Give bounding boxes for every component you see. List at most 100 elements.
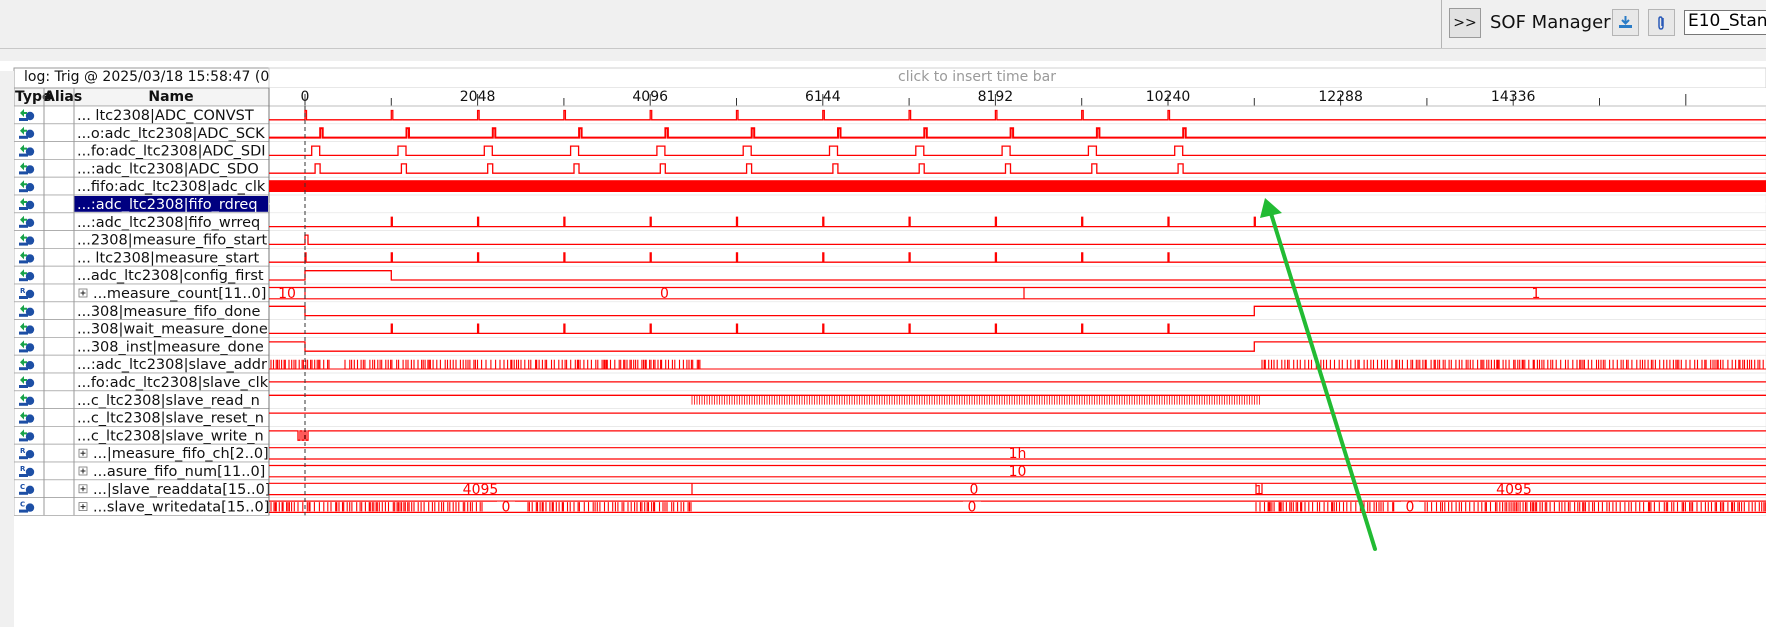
type-column-header[interactable]: Type	[15, 89, 52, 105]
signal-name: ...308_inst|measure_done	[77, 339, 264, 355]
signal-row[interactable]: ...308|wait_measure_done	[13, 319, 1766, 338]
bus-value-label: 1h	[1009, 446, 1027, 462]
svg-text:R: R	[20, 465, 26, 473]
measure-fifo-done-wave	[269, 305, 1766, 317]
time-tick-label: 10240	[1146, 89, 1191, 105]
pane-splitter[interactable]	[0, 49, 1766, 61]
time-tick-label: 12288	[1318, 89, 1363, 105]
expand-toggle-icon[interactable]	[78, 502, 88, 512]
insert-time-bar-hint[interactable]: click to insert time bar	[898, 69, 1056, 85]
signal-name: ...measure_count[11..0]	[93, 286, 266, 302]
time-ruler[interactable]	[269, 88, 1766, 106]
input-pin-icon	[19, 109, 35, 121]
name-column-header[interactable]: Name	[148, 89, 193, 105]
signal-name: ...fifo:adc_ltc2308|adc_clk	[77, 179, 266, 195]
signal-row[interactable]: ...308_inst|measure_done	[13, 336, 1766, 356]
alias-column-header[interactable]: Alias	[44, 89, 82, 105]
input-pin-icon	[19, 340, 35, 353]
bus-value-label: 0	[502, 500, 511, 516]
signal-wave-cell	[268, 212, 1766, 231]
input-pin-icon	[19, 126, 35, 139]
time-tick-label: 14336	[1491, 89, 1536, 105]
signal-name: ...asure_fifo_num[11..0]	[93, 464, 265, 480]
signal-row[interactable]: ... ltc2308|ADC_CONVST	[13, 105, 1766, 125]
signal-wave-cell	[268, 265, 1766, 285]
signal-wave-cell	[268, 141, 1766, 160]
expand-toggle-icon[interactable]	[78, 448, 88, 458]
bus-label-backdrop	[1401, 501, 1419, 512]
measure-start-wave	[269, 252, 1766, 263]
signal-wave-cell	[268, 230, 1766, 249]
expand-toggle-icon[interactable]	[78, 288, 88, 298]
top-toolbar: >> SOF Manager: E10_Stand	[0, 0, 1766, 49]
selected-row-highlight	[74, 196, 268, 212]
time-tick-label: 8192	[978, 89, 1014, 105]
signal-row[interactable]: ...:adc_ltc2308|ADC_SDO	[13, 159, 1766, 178]
signal-row[interactable]: ...:adc_ltc2308|fifo_rdreq	[13, 194, 1766, 214]
slave-read-n-burst	[691, 395, 1260, 405]
bus-value-label: 1	[1255, 483, 1263, 497]
signal-name: ...c_ltc2308|slave_read_n	[77, 393, 260, 409]
signal-row[interactable]: ...:adc_ltc2308|fifo_wrreq	[13, 212, 1766, 232]
signal-row[interactable]: ...c_ltc2308|slave_read_n	[13, 390, 1766, 409]
time-tick-label: 6144	[805, 89, 841, 105]
adc-sdi-wave	[269, 145, 1766, 157]
svg-text:R: R	[20, 287, 26, 295]
input-pin-icon	[19, 144, 35, 157]
bus-label-backdrop	[497, 501, 515, 512]
expand-toggle-icon[interactable]	[78, 466, 88, 476]
signal-name: ...slave_writedata[15..0]	[93, 500, 269, 516]
sof-device-field[interactable]: E10_Stand	[1684, 10, 1766, 35]
signal-wave-cell	[268, 390, 1766, 409]
input-pin-icon	[19, 215, 35, 228]
signal-name: ...:adc_ltc2308|ADC_SDO	[77, 161, 259, 177]
signal-wave-cell	[268, 105, 1766, 125]
bus-value-label: 4095	[1496, 482, 1532, 498]
input-pin-icon	[19, 162, 35, 175]
slave-writedata-burst	[1255, 502, 1395, 512]
signal-row[interactable]: ... ltc2308|measure_start	[13, 247, 1766, 267]
input-pin-icon	[19, 304, 35, 317]
input-pin-icon	[19, 393, 35, 406]
measure-done-wave	[269, 341, 1766, 352]
signal-row[interactable]: ...c_ltc2308|slave_write_n	[13, 425, 1766, 445]
bus-value-label: 0	[1406, 500, 1415, 516]
signal-row[interactable]: ...fo:adc_ltc2308|ADC_SDI	[13, 141, 1766, 160]
program-device-icon[interactable]	[1612, 9, 1639, 36]
input-pin-icon	[19, 198, 35, 210]
signal-wave-cell	[268, 319, 1766, 338]
measure-fifo-start-wave	[269, 234, 1766, 246]
attach-file-icon[interactable]	[1648, 9, 1675, 36]
signal-row[interactable]: ...adc_ltc2308|config_first	[13, 265, 1766, 285]
signal-name: ... ltc2308|ADC_CONVST	[77, 108, 254, 124]
waveform-view[interactable]: log: Trig @ 2025/03/18 15:58:47 (0:0 clic…	[0, 61, 1766, 627]
adc-sck-wave	[269, 127, 1766, 139]
annotation-arrow	[1267, 205, 1377, 551]
bus-value-label: 10	[1009, 464, 1027, 480]
signal-row[interactable]: ...2308|measure_fifo_start	[13, 230, 1766, 249]
signal-name: ...c_ltc2308|slave_write_n	[77, 428, 264, 444]
time-tick-label: 4096	[632, 89, 668, 105]
signal-row[interactable]: ...308|measure_fifo_done	[13, 301, 1766, 321]
signal-row[interactable]: R ...|measure_fifo_ch[2..0]	[13, 443, 1766, 463]
svg-text:C: C	[20, 483, 25, 491]
expand-toggle-icon[interactable]	[78, 484, 88, 494]
fifo-wrreq-wave	[269, 216, 1766, 228]
signal-name: ...c_ltc2308|slave_reset_n	[77, 411, 264, 427]
signal-row[interactable]: ...c_ltc2308|slave_reset_n	[13, 408, 1766, 427]
signal-name: ... ltc2308|measure_start	[77, 250, 259, 266]
signal-name: ...|measure_fifo_ch[2..0]	[93, 446, 269, 462]
log-label: log: Trig @ 2025/03/18 15:58:47 (0:0	[24, 69, 283, 85]
bus-value-label: 0	[970, 482, 979, 498]
adc-convst-wave	[269, 109, 1766, 121]
signal-name: ...|slave_readdata[15..0]	[93, 482, 270, 498]
input-pin-icon	[19, 180, 35, 193]
bus-value-label: 10	[278, 286, 296, 302]
register-icon: R	[19, 287, 35, 299]
slave-addr-burst	[270, 359, 330, 369]
signal-row[interactable]: ...o:adc_ltc2308|ADC_SCK	[13, 123, 1766, 142]
slave-addr-burst	[1261, 359, 1764, 369]
wait-measure-done-wave	[269, 323, 1766, 335]
expand-toolbar-button[interactable]: >>	[1449, 8, 1481, 38]
slave-write-n-wave	[269, 430, 1766, 441]
